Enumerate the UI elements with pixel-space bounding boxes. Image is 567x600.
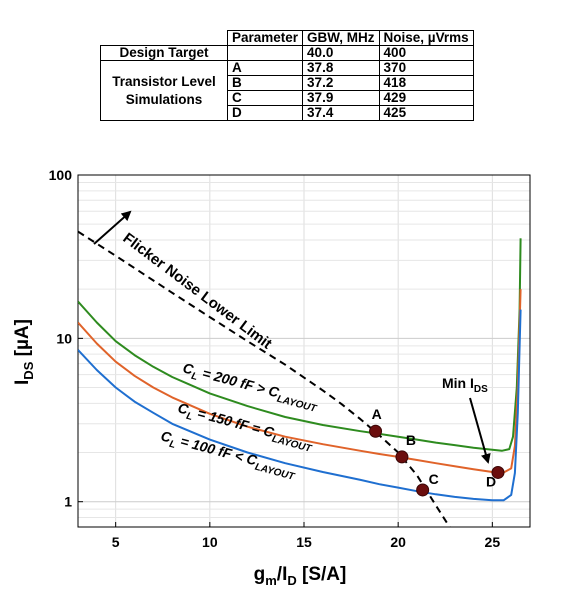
- y-tick-label: 10: [56, 330, 72, 346]
- plot-curves: [78, 230, 522, 527]
- plot-grid: [78, 174, 530, 528]
- y-axis-label: IDS [µA]: [12, 319, 36, 385]
- design-point-a: [369, 424, 383, 438]
- series-line-cl200: [78, 238, 522, 452]
- design-point-c: [416, 483, 430, 497]
- flicker-noise-label: Flicker Noise Lower Limit: [120, 230, 275, 353]
- x-tick-label: 15: [296, 534, 312, 550]
- x-tick-label: 10: [202, 534, 218, 550]
- row-d-noise: 425: [378, 105, 474, 121]
- y-tick-label: 100: [49, 167, 73, 183]
- min-ids-arrow: [469, 397, 491, 464]
- design-point-label: C: [429, 471, 439, 487]
- x-tick-label: 20: [390, 534, 406, 550]
- x-tick-label: 5: [112, 534, 120, 550]
- table-row: Transistor Level Simulations A 37.8 370: [100, 60, 474, 121]
- simulations-label-line2: Simulations: [125, 91, 203, 107]
- design-point-label: A: [372, 406, 382, 422]
- axis-ticks: 5 10 15 20 25 1 10 100: [49, 167, 501, 550]
- x-tick-label: 25: [485, 534, 501, 550]
- design-point-b: [395, 450, 409, 464]
- design-target-gbw: 40.0: [302, 45, 380, 61]
- series-line-cl150: [78, 289, 522, 474]
- design-point-label: B: [406, 432, 416, 448]
- flicker-arrow: [93, 210, 132, 245]
- row-d-parameter: D: [226, 105, 304, 121]
- row-d-gbw: 37.4: [302, 105, 380, 121]
- y-tick-label: 1: [64, 494, 72, 510]
- table-row-design-target: Design Target 40.0 400: [100, 45, 474, 61]
- design-points: A B C D: [369, 406, 505, 497]
- series-line-cl100: [78, 309, 522, 502]
- simulations-label: Transistor Level Simulations: [100, 60, 228, 121]
- series-line-flicker: [78, 230, 451, 527]
- min-ids-label: Min IDS: [442, 375, 488, 395]
- table-row: D 37.4 425: [101, 105, 474, 121]
- design-point-d: [491, 465, 505, 479]
- results-table: Parameter GBW, MHz Noise, µVrms Design T…: [100, 30, 474, 121]
- simulations-label-line1: Transistor Level: [112, 73, 216, 89]
- design-point-label: D: [486, 473, 496, 489]
- x-axis-label: gm/ID [S/A]: [254, 564, 347, 588]
- results-table-container: Parameter GBW, MHz Noise, µVrms Design T…: [100, 30, 474, 121]
